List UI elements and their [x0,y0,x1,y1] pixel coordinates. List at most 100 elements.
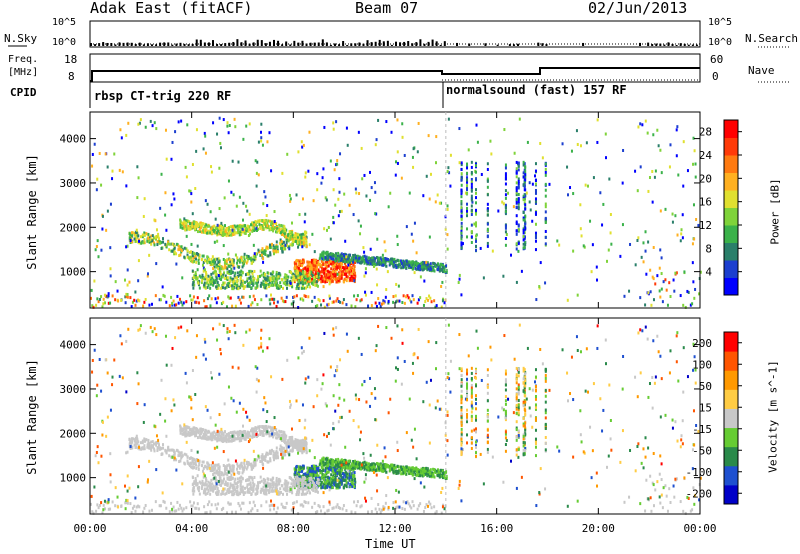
power-cell [183,217,186,221]
power-cell [242,295,245,299]
power-cell [233,274,236,278]
power-cell [534,248,537,252]
power-cell [276,286,279,290]
power-cell [682,303,685,307]
velocity-cell [162,499,165,503]
power-cell [164,191,167,195]
power-cell [308,260,311,264]
power-cell [250,303,253,307]
velocity-cell [270,426,273,430]
power-cell [691,242,694,246]
power-cell [517,179,520,183]
power-cell [350,274,353,278]
velocity-cell [210,466,213,470]
power-cell [337,278,340,282]
power-cell [214,257,217,261]
power-cell [114,280,117,284]
power-cell [233,224,236,228]
power-cell [294,238,297,242]
power-cell [362,258,365,262]
power-cell [296,269,299,273]
velocity-cell [209,437,212,441]
power-cell [182,222,185,226]
power-cell [364,267,367,271]
velocity-cell [229,502,232,506]
power-cell [138,239,141,243]
power-cell [283,276,286,280]
power-cell [354,305,357,309]
power-cell [271,281,274,285]
power-cell [460,241,463,245]
velocity-cell [650,509,653,513]
power-cell [287,239,290,243]
power-cell [412,262,415,266]
power-cell [305,279,308,283]
power-cell [252,294,255,298]
power-cell [171,242,174,246]
power-cell [651,200,654,204]
power-cell [175,262,178,266]
power-cell [102,302,105,306]
power-cell [162,237,165,241]
power-cell [332,270,335,274]
power-cell [261,225,264,229]
power-cell [434,200,437,204]
power-cell [237,229,240,233]
power-cell [152,236,155,240]
power-cell [576,293,579,297]
velocity-cell [208,463,211,467]
power-cell [417,121,420,125]
power-cell [196,230,199,234]
power-cell [201,273,204,277]
power-cell [233,117,236,121]
power-cell [191,269,194,273]
power-cell [317,268,320,272]
power-cell [345,268,348,272]
power-cell [247,234,250,238]
velocity-cell [213,430,216,434]
power-cell [265,286,268,290]
power-cell [515,181,518,185]
power-cell [155,262,158,266]
power-cell [348,266,351,270]
nsky-tick-bottom: 10^0 [52,37,77,48]
power-cell [230,271,233,275]
velocity-cell [222,506,225,510]
power-cell [271,283,274,287]
power-cell [194,300,197,304]
nsky-bar [419,39,422,46]
power-cell [253,223,256,227]
velocity-cell [243,461,246,465]
velocity-cell [245,467,248,471]
velocity-cell [278,437,281,441]
power-cell [308,243,311,247]
velocity-cell [177,450,180,454]
velocity-cell [291,439,294,443]
velocity-cell [215,507,218,511]
power-cell [262,202,265,206]
power-cell [215,301,218,305]
power-cell [544,162,547,166]
velocity-cell [267,460,270,464]
power-cell [216,257,219,261]
power-cell [394,259,397,263]
power-cell [475,201,478,205]
power-cell [304,270,307,274]
velocity-cell [111,500,114,504]
power-cell [183,246,186,250]
velocity-cell [654,488,657,492]
velocity-cell [202,466,205,470]
power-cell [320,269,323,273]
power-cell [475,208,478,212]
power-cell [342,253,345,257]
power-cell [121,170,124,174]
power-cell [337,280,340,284]
power-cell [524,243,527,247]
velocity-cell [179,451,182,455]
power-cell [242,201,245,205]
nsky-bar [496,44,499,46]
power-cell [662,280,665,284]
power-cell [193,220,196,224]
power-cell [312,268,315,272]
